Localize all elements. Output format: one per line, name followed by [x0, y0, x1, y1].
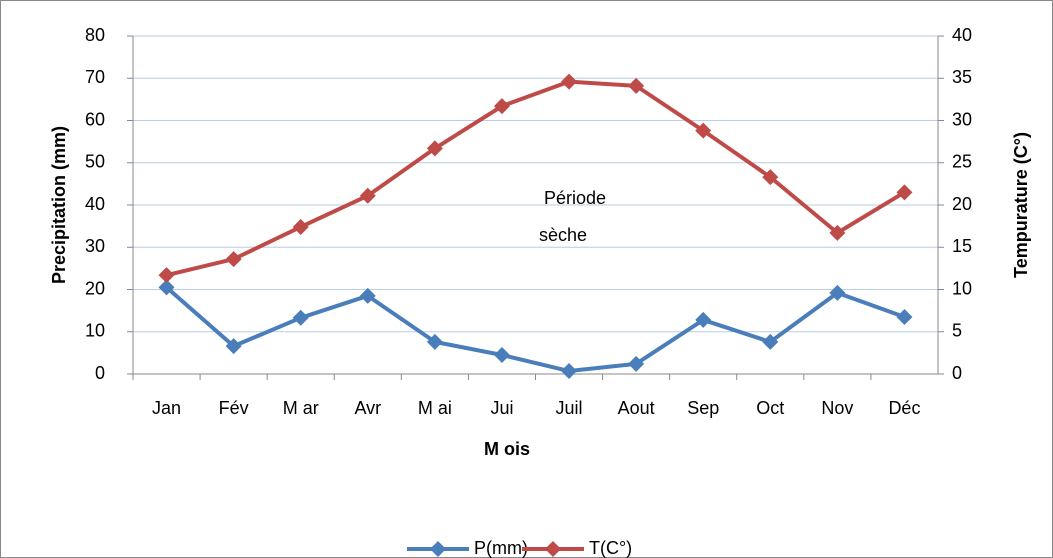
x-tick-label: Jui — [490, 398, 513, 418]
y2-axis-label: Tempurature (C°) — [1011, 132, 1031, 278]
x-tick-label: Sep — [687, 398, 719, 418]
point-marker — [225, 338, 242, 355]
legend-marker — [545, 541, 561, 557]
point-marker — [158, 279, 175, 296]
x-tick-label: M ai — [418, 398, 452, 418]
point-marker — [896, 308, 913, 325]
y-tick-label: 30 — [85, 236, 105, 256]
point-marker — [695, 311, 712, 328]
legend-label: P(mm) — [474, 538, 528, 558]
y2-tick-label: 30 — [952, 109, 972, 129]
point-marker — [158, 267, 175, 284]
x-tick-label: Juil — [556, 398, 583, 418]
annotation: Période — [544, 188, 606, 208]
point-marker — [829, 284, 846, 301]
annotation: sèche — [539, 225, 587, 245]
series-line — [166, 79, 906, 278]
y-tick-label: 60 — [85, 109, 105, 129]
y2-tick-label: 25 — [952, 152, 972, 172]
x-tick-label: Nov — [821, 398, 853, 418]
point-marker — [225, 251, 242, 268]
x-tick-label: Jan — [152, 398, 181, 418]
point-marker — [829, 224, 846, 241]
y2-tick-label: 0 — [952, 363, 962, 383]
y2-tick-label: 35 — [952, 67, 972, 87]
legend-label: T(C°) — [589, 538, 632, 558]
x-tick-label: Aout — [618, 398, 655, 418]
point-marker — [493, 346, 510, 363]
point-marker — [493, 98, 510, 115]
x-tick-label: M ar — [283, 398, 319, 418]
y-tick-label: 0 — [95, 363, 105, 383]
y-tick-label: 50 — [85, 152, 105, 172]
y2-tick-label: 20 — [952, 194, 972, 214]
point-marker — [762, 333, 779, 350]
point-marker — [359, 187, 376, 204]
x-axis-label: M ois — [484, 439, 530, 459]
y2-tick-label: 5 — [952, 321, 962, 341]
point-marker — [426, 333, 443, 350]
point-marker — [561, 363, 578, 380]
legend-marker — [430, 541, 446, 557]
x-tick-label: Oct — [756, 398, 784, 418]
x-tick-label: Déc — [888, 398, 920, 418]
y-axis-label: Precipitation (mm) — [49, 126, 69, 284]
x-tick-label: Avr — [354, 398, 381, 418]
point-marker — [628, 355, 645, 372]
y-tick-label: 10 — [85, 321, 105, 341]
point-marker — [762, 169, 779, 186]
x-tick-label: Fév — [219, 398, 249, 418]
y-tick-label: 40 — [85, 194, 105, 214]
y2-tick-label: 10 — [952, 278, 972, 298]
point-marker — [561, 73, 578, 90]
point-marker — [359, 287, 376, 304]
y2-tick-label: 15 — [952, 236, 972, 256]
point-marker — [628, 77, 645, 94]
point-marker — [695, 122, 712, 139]
y-tick-label: 80 — [85, 25, 105, 45]
point-marker — [896, 184, 913, 201]
y2-tick-label: 40 — [952, 25, 972, 45]
series-line — [165, 285, 906, 374]
point-marker — [426, 140, 443, 157]
y-tick-label: 20 — [85, 278, 105, 298]
point-marker — [292, 218, 309, 235]
y-tick-label: 70 — [85, 67, 105, 87]
point-marker — [292, 309, 309, 326]
